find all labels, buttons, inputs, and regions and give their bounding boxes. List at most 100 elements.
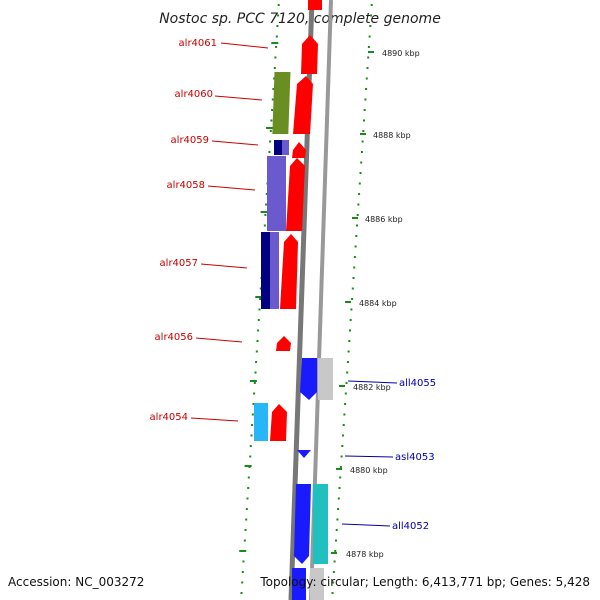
- feature-gray: [318, 358, 333, 400]
- gene-label-all4052[interactable]: all4052: [392, 521, 429, 532]
- inner-tick: [264, 214, 267, 216]
- inner-tick: [244, 529, 247, 531]
- inner-tick: [275, 46, 278, 48]
- outer-tick: [367, 46, 370, 48]
- gene-label-alr4057[interactable]: alr4057: [160, 258, 198, 269]
- inner-tick: [256, 340, 259, 342]
- outer-tick: [347, 350, 350, 353]
- position-scale: 4890 kbp 4888 kbp 4886 kbp 4884 kbp 4882…: [331, 49, 420, 559]
- inner-major-tick: [239, 550, 247, 552]
- gene-label-alr4060[interactable]: alr4060: [175, 89, 213, 100]
- accession-label: Accession: NC_003272: [8, 575, 144, 589]
- outer-tick: [358, 182, 361, 185]
- inner-major-tick: [271, 42, 279, 44]
- inner-tick: [277, 14, 280, 17]
- kbp-label: 4890 kbp: [382, 49, 420, 58]
- inner-tick: [257, 319, 260, 321]
- outer-tick: [331, 592, 334, 594]
- outer-tick: [351, 298, 354, 300]
- kbp-label: 4878 kbp: [346, 550, 384, 559]
- outer-tick: [343, 413, 346, 416]
- inner-tick: [255, 350, 258, 353]
- outer-tick: [349, 329, 351, 332]
- inner-tick: [247, 476, 250, 479]
- gene-label-all4055[interactable]: all4055: [399, 378, 436, 389]
- outer-tick: [350, 308, 353, 311]
- gene-label-alr4058[interactable]: alr4058: [167, 180, 205, 191]
- inner-major-tick: [244, 465, 252, 467]
- gene-arrow-all4055[interactable]: [300, 358, 317, 400]
- inner-tick: [254, 371, 257, 374]
- outer-tick: [342, 424, 345, 426]
- outer-tick: [366, 67, 369, 69]
- outer-tick: [340, 455, 343, 458]
- outer-tick: [338, 487, 341, 489]
- outer-tick: [346, 371, 349, 374]
- outer-tick: [356, 224, 358, 227]
- inner-tick: [273, 77, 276, 80]
- gene-arrow-alr4060[interactable]: [293, 76, 313, 134]
- outer-tick: [349, 319, 352, 321]
- outer-tick: [360, 161, 363, 164]
- outer-tick: [336, 518, 339, 521]
- feature-blue-bottom: [292, 568, 306, 600]
- gene-label-alr4059[interactable]: alr4059: [171, 135, 209, 146]
- kbp-label: 4886 kbp: [365, 215, 403, 224]
- inner-major-tick: [260, 211, 268, 213]
- inner-tick: [253, 392, 256, 395]
- inner-tick: [271, 98, 274, 101]
- outer-tick: [335, 539, 337, 542]
- kbp-label: 4880 kbp: [350, 466, 388, 475]
- gene-arrow-all4052[interactable]: [294, 484, 311, 564]
- inner-tick: [245, 508, 248, 510]
- gene-label-alr4056[interactable]: alr4056: [155, 332, 193, 343]
- outer-tick: [365, 88, 368, 90]
- outer-tick: [353, 256, 356, 258]
- inner-tick: [265, 203, 268, 206]
- outer-tick: [368, 35, 371, 38]
- inner-tick: [242, 560, 245, 563]
- inner-tick: [272, 88, 275, 90]
- outer-tick: [358, 193, 361, 195]
- left-gene-labels: alr4061 alr4060 alr4059 alr4058 alr4057 …: [150, 38, 269, 423]
- inner-tick: [251, 424, 254, 426]
- feature-olive: [272, 72, 291, 134]
- inner-tick: [246, 497, 249, 500]
- inner-tick: [275, 35, 278, 38]
- gene-label-alr4061[interactable]: alr4061: [179, 38, 217, 49]
- gene-arrow-alr4058[interactable]: [286, 158, 305, 231]
- gene-arrow-alr4057[interactable]: [280, 234, 298, 309]
- inner-tick: [252, 403, 255, 405]
- outer-tick: [344, 392, 347, 395]
- forward-strand-track: [270, 0, 322, 441]
- outer-tick-track: [331, 4, 373, 594]
- gene-label-alr4054[interactable]: alr4054: [150, 412, 188, 423]
- inner-major-tick: [266, 127, 273, 129]
- inner-tick: [271, 109, 274, 111]
- feature-slate-small: [282, 140, 289, 155]
- inner-tick: [241, 571, 244, 573]
- outer-tick: [334, 550, 337, 552]
- gene-arrow-alr4059[interactable]: [292, 142, 306, 158]
- inner-tick: [263, 224, 266, 227]
- outer-tick: [354, 245, 357, 248]
- gene-arrow-asl4053[interactable]: [297, 450, 311, 458]
- inner-tick: [251, 413, 254, 416]
- outer-tick: [365, 77, 368, 80]
- inner-tick: [259, 287, 262, 290]
- outer-tick: [337, 497, 340, 500]
- outer-tick: [364, 98, 367, 101]
- reverse-strand-track: [292, 358, 333, 600]
- gene-label-asl4053[interactable]: asl4053: [395, 452, 435, 463]
- inner-tick: [240, 592, 243, 594]
- inner-tick: [270, 119, 273, 122]
- outer-tick: [356, 214, 359, 216]
- gene-arrow-alr4056[interactable]: [276, 336, 291, 351]
- gene-arrow-alr4061[interactable]: [301, 35, 318, 74]
- outer-tick: [359, 172, 362, 174]
- gene-arrow-alr4054[interactable]: [270, 404, 287, 441]
- inner-tick: [274, 56, 277, 59]
- inner-tick: [257, 329, 260, 332]
- inner-tick: [277, 4, 280, 6]
- feature-slate-2: [270, 232, 279, 309]
